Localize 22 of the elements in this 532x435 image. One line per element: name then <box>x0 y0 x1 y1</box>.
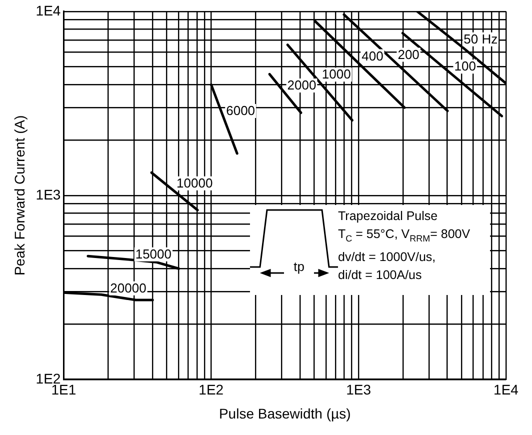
x-tick-label: 1E4 <box>494 382 519 398</box>
x-tick-label: 1E2 <box>198 382 224 398</box>
series-label: 100 <box>454 58 476 74</box>
annotation: T$_{C}$ = 55°C, V$_{RRM}$= 800V <box>338 226 470 246</box>
y-axis-title: Peak Forward Current (A) <box>11 115 28 276</box>
series-label: 200 <box>398 46 420 62</box>
y-tick-label: 1E3 <box>36 186 61 202</box>
series-label: 1000 <box>322 66 351 82</box>
series-label: 50 Hz <box>464 31 498 46</box>
series-label: 2000 <box>287 78 316 93</box>
annotation: Trapezoidal Pulse <box>338 208 439 225</box>
series-label: 10000 <box>176 175 213 190</box>
series-label: 15000 <box>135 246 172 262</box>
y-tick-label: 1E4 <box>36 2 61 18</box>
annotation: tp <box>284 259 314 274</box>
series-label: 6000 <box>226 103 256 118</box>
annotation: di/dt = 100A/us <box>338 266 423 284</box>
series-label: 20000 <box>110 280 146 296</box>
x-tick-label: 1E3 <box>346 382 372 398</box>
series-label: 400 <box>362 48 384 64</box>
annotation: dv/dt = 1000V/us, <box>338 248 437 266</box>
x-axis-title: Pulse Basewidth (µs) <box>218 405 351 422</box>
